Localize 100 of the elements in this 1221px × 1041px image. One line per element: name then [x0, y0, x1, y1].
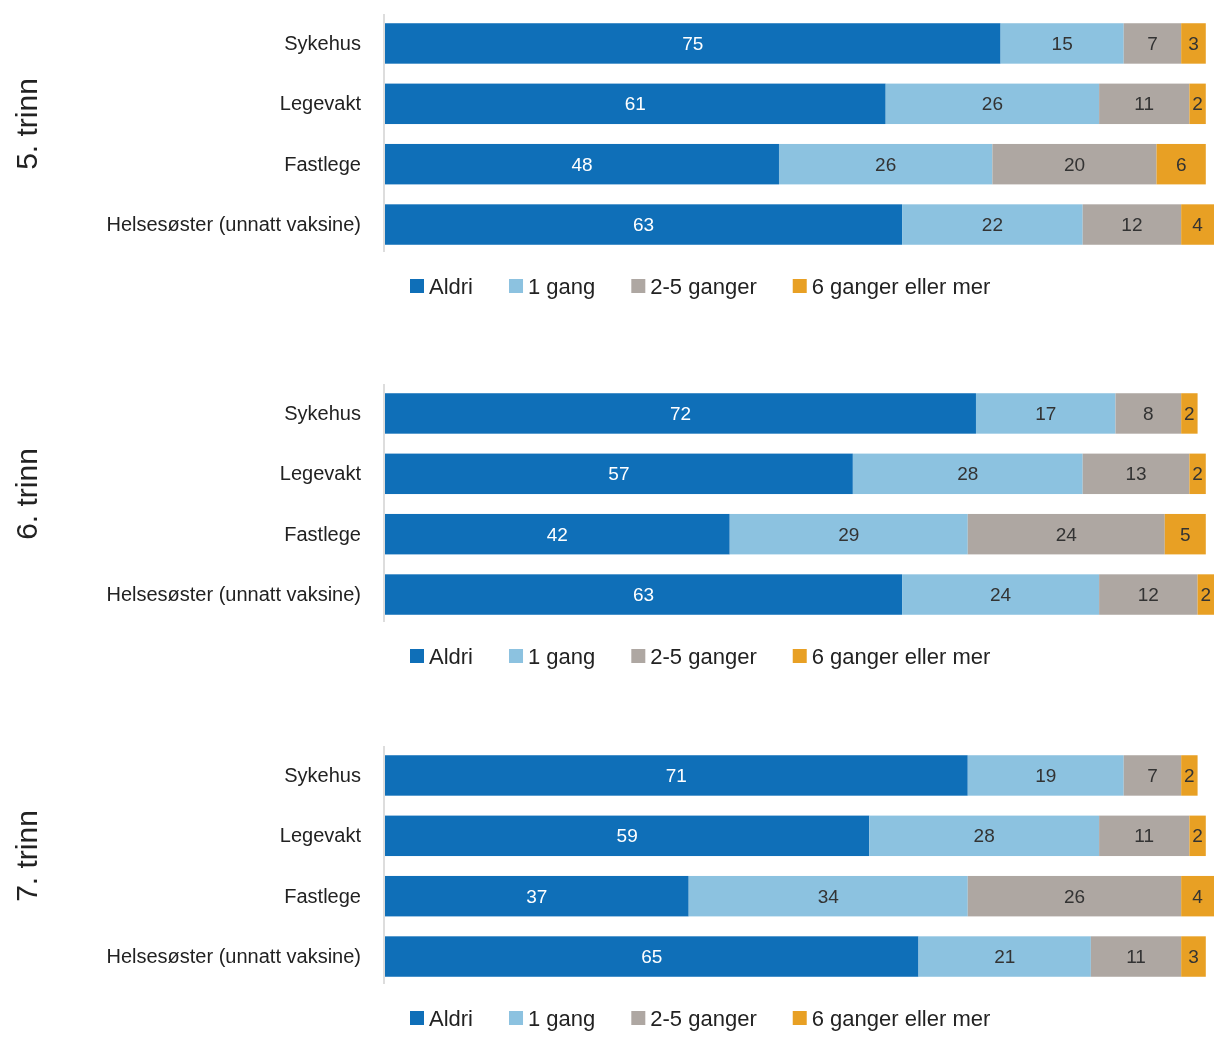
y-tick-label: Fastlege — [284, 884, 361, 907]
y-tick-label: Legevakt — [279, 92, 362, 115]
data-label: 11 — [1134, 93, 1155, 115]
bar — [902, 574, 1100, 615]
data-label: 48 — [571, 153, 593, 175]
data-label: 13 — [1125, 463, 1147, 485]
bar — [385, 453, 853, 495]
legend-label: 2-5 ganger — [650, 273, 757, 299]
bar — [385, 83, 886, 125]
data-label: 4 — [1192, 214, 1204, 236]
data-label: 37 — [526, 885, 548, 907]
bar — [885, 83, 1100, 125]
data-label: 2 — [1192, 93, 1203, 115]
bar — [1099, 815, 1190, 857]
bar — [1082, 453, 1190, 495]
bar — [385, 23, 1001, 64]
bar — [385, 513, 730, 555]
data-label: 24 — [1055, 523, 1078, 545]
bar — [967, 755, 1124, 796]
data-label: 17 — [1035, 403, 1057, 425]
data-label: 63 — [632, 214, 655, 236]
bar — [1164, 513, 1206, 555]
data-label: 42 — [546, 523, 568, 545]
y-tick-label: Helsesøster (unnatt vaksine) — [106, 944, 361, 967]
bar — [918, 936, 1091, 977]
y-axis-title: 7. trinn — [10, 810, 43, 902]
legend-label: 6 ganger eller mer — [811, 643, 991, 669]
bar — [1189, 83, 1206, 125]
data-label: 57 — [608, 463, 630, 485]
legend-label: 1 gang — [528, 1005, 596, 1031]
bar — [1123, 23, 1182, 64]
y-tick-label: Fastlege — [284, 152, 361, 175]
bar — [852, 453, 1083, 495]
bar — [385, 875, 689, 917]
y-tick-label: Sykehus — [284, 401, 361, 424]
bar — [729, 513, 968, 555]
data-label: 7 — [1147, 765, 1158, 787]
bar — [385, 204, 903, 245]
y-tick-label: Legevakt — [279, 462, 362, 485]
bar — [1099, 83, 1190, 125]
bar — [967, 513, 1165, 555]
bar — [778, 143, 993, 185]
bar — [992, 143, 1157, 185]
data-label: 2 — [1200, 584, 1212, 606]
data-label: 71 — [665, 765, 687, 787]
data-label: 26 — [875, 153, 897, 175]
bar — [385, 574, 903, 615]
data-label: 20 — [1063, 153, 1086, 175]
data-label: 59 — [616, 825, 638, 847]
legend-label: Aldri — [429, 643, 474, 669]
data-label: 11 — [1126, 946, 1146, 968]
bar — [967, 875, 1182, 917]
data-label: 2 — [1184, 403, 1195, 425]
bar — [1181, 204, 1214, 245]
y-tick-label: Legevakt — [279, 824, 362, 847]
data-label: 26 — [1063, 885, 1086, 907]
data-label: 3 — [1188, 946, 1199, 968]
legend-label: Aldri — [429, 273, 474, 299]
bar — [1181, 23, 1206, 64]
bar — [1115, 393, 1182, 434]
bar — [902, 204, 1083, 245]
data-label: 22 — [981, 214, 1003, 236]
y-tick-label: Sykehus — [284, 31, 361, 54]
y-tick-label: Fastlege — [284, 522, 361, 545]
bar — [1181, 875, 1214, 917]
data-label: 7 — [1147, 33, 1158, 55]
data-label: 28 — [957, 463, 979, 485]
bar — [1082, 204, 1182, 245]
legend-label: 1 gang — [528, 643, 596, 669]
legend-label: 2-5 ganger — [650, 643, 757, 669]
legend-label: 2-5 ganger — [650, 1005, 757, 1031]
data-label: 2 — [1192, 825, 1203, 847]
data-label: 2 — [1184, 765, 1195, 787]
data-label: 6 — [1175, 153, 1187, 175]
legend-label: Aldri — [429, 1005, 474, 1031]
bar — [385, 815, 870, 857]
y-axis-title: 6. trinn — [10, 448, 43, 540]
y-axis-title: 5. trinn — [10, 78, 43, 170]
data-label: 19 — [1035, 765, 1057, 787]
data-label: 11 — [1134, 825, 1155, 847]
legend-label: 1 gang — [528, 273, 596, 299]
y-tick-label: Sykehus — [284, 763, 361, 786]
bar — [385, 143, 779, 185]
data-label: 12 — [1137, 584, 1159, 606]
data-label: 72 — [669, 403, 692, 425]
data-label: 8 — [1143, 403, 1154, 425]
bar — [1181, 936, 1206, 977]
bar — [385, 755, 968, 796]
y-tick-label: Helsesøster (unnatt vaksine) — [106, 212, 361, 235]
data-label: 21 — [994, 946, 1016, 968]
bar — [1156, 143, 1206, 185]
legend-label: 6 ganger eller mer — [811, 273, 991, 299]
data-label: 15 — [1051, 33, 1073, 55]
bar — [1123, 755, 1182, 796]
data-label: 3 — [1188, 33, 1199, 55]
bar — [1189, 815, 1206, 857]
bar — [688, 875, 968, 917]
bar — [1099, 574, 1198, 615]
bar — [385, 393, 976, 434]
data-label: 2 — [1192, 463, 1203, 485]
